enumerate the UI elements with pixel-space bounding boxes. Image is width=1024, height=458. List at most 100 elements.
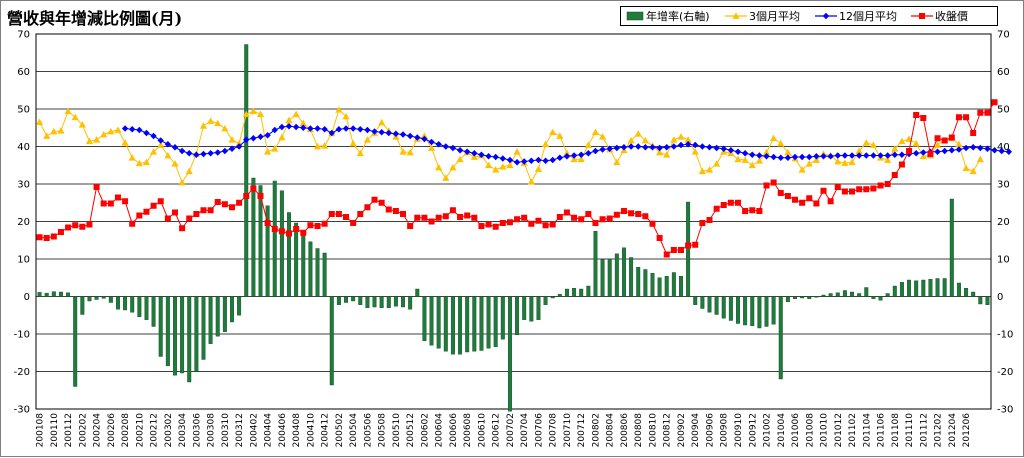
point-diamond — [513, 159, 521, 166]
point-square — [392, 208, 399, 214]
y-tick-label-left: 0 — [24, 292, 30, 303]
point-square — [849, 188, 856, 195]
bar — [971, 291, 976, 297]
point-triangle — [506, 161, 514, 169]
bar — [728, 296, 733, 321]
point-triangle — [271, 145, 279, 152]
point-square — [57, 229, 64, 235]
point-diamond — [791, 153, 799, 161]
point-square — [898, 161, 905, 168]
bar — [287, 212, 291, 297]
point-diamond — [977, 144, 984, 152]
x-tick-label: 200108 — [36, 413, 46, 448]
bar — [87, 296, 92, 302]
bar — [336, 296, 341, 305]
y-tick-label-right: 20 — [997, 217, 1010, 228]
point-triangle — [292, 110, 300, 118]
point-diamond — [421, 135, 428, 143]
point-diamond — [150, 132, 157, 140]
point-triangle — [969, 167, 977, 175]
point-diamond — [891, 151, 898, 158]
bar — [108, 296, 113, 303]
point-triangle — [798, 166, 806, 173]
legend-swatch-bar — [626, 11, 644, 21]
point-square — [713, 205, 720, 212]
point-triangle — [584, 141, 592, 148]
bar — [66, 292, 71, 297]
bar — [850, 291, 855, 297]
point-square — [941, 137, 948, 144]
point-triangle — [955, 140, 963, 148]
bar — [693, 296, 698, 305]
bar — [308, 241, 313, 297]
point-square — [171, 209, 178, 216]
x-tick-label: 200902 — [677, 413, 687, 447]
x-tick-label: 200806 — [620, 413, 630, 448]
bar — [793, 296, 797, 299]
point-diamond — [528, 157, 535, 164]
point-square — [435, 214, 442, 221]
point-triangle — [427, 144, 436, 151]
y-tick-label-right: 60 — [997, 67, 1010, 78]
point-square — [449, 207, 456, 214]
point-triangle — [741, 156, 749, 163]
x-tick-label: 200802 — [591, 413, 601, 447]
point-square — [749, 207, 756, 214]
point-triangle — [549, 128, 557, 136]
point-triangle — [684, 136, 692, 143]
bar — [44, 292, 49, 297]
point-diamond — [991, 147, 998, 154]
point-triangle — [762, 148, 771, 156]
point-diamond — [663, 144, 670, 151]
point-triangle — [919, 152, 927, 160]
point-diamond — [214, 149, 221, 156]
point-diamond — [941, 147, 948, 155]
bar — [230, 296, 234, 323]
point-diamond — [335, 126, 343, 133]
x-tick-label: 200810 — [648, 413, 658, 448]
x-tick-label: 200712 — [577, 413, 587, 447]
point-diamond — [378, 129, 385, 136]
point-diamond — [285, 123, 293, 130]
point-diamond — [848, 152, 856, 159]
x-tick-label: 200804 — [606, 413, 616, 448]
bar — [450, 296, 455, 355]
point-triangle — [420, 132, 429, 139]
point-diamond — [485, 153, 492, 160]
bar — [401, 296, 406, 308]
point-triangle — [976, 155, 984, 163]
point-diamond — [763, 153, 770, 160]
x-tick-label: 200706 — [534, 413, 544, 448]
point-square — [891, 172, 898, 178]
point-triangle — [641, 136, 649, 144]
x-tick-label: 201206 — [962, 413, 972, 448]
bar — [301, 231, 306, 297]
point-square — [407, 223, 414, 229]
point-square — [43, 235, 50, 241]
point-square — [307, 222, 314, 229]
point-square — [734, 199, 741, 206]
point-square — [129, 220, 136, 227]
point-square — [613, 211, 620, 218]
x-tick-label: 200408 — [292, 413, 302, 448]
bar — [714, 296, 719, 315]
point-square — [934, 135, 941, 142]
point-diamond — [499, 155, 507, 162]
point-triangle — [834, 157, 842, 165]
point-diamond — [578, 151, 585, 158]
x-tick-label: 200808 — [634, 413, 644, 448]
point-square — [571, 214, 578, 221]
point-triangle — [349, 139, 357, 147]
point-square — [514, 216, 521, 223]
point-triangle — [891, 145, 899, 152]
bar — [636, 267, 641, 297]
point-diamond — [920, 149, 927, 156]
point-triangle — [356, 149, 364, 157]
point-square — [521, 214, 528, 221]
point-square — [991, 99, 998, 106]
point-square — [642, 213, 649, 220]
point-diamond — [642, 144, 649, 151]
point-diamond — [656, 144, 663, 152]
point-diamond — [984, 145, 991, 152]
